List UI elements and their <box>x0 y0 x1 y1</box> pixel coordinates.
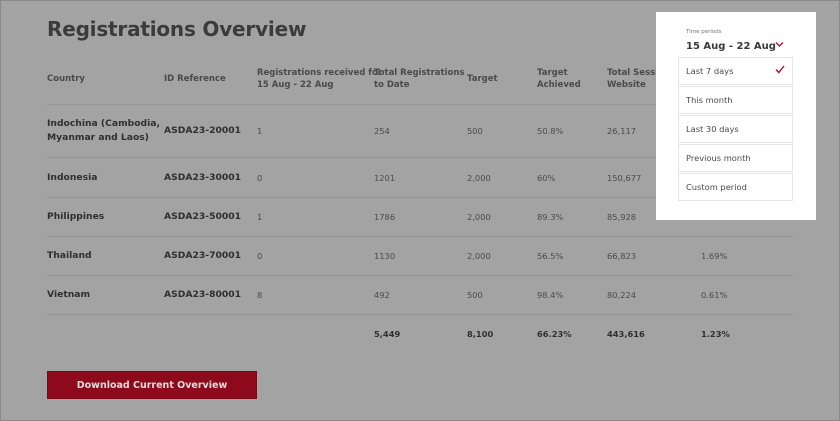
header-total-sessions-line2: Website <box>607 80 646 90</box>
country-line2: Myanmar and Laos) <box>47 132 149 143</box>
cell-total: 492 <box>374 290 390 300</box>
cell-sessions: 150,677 <box>607 173 642 183</box>
header-total-registrations-line1: Total Registrations <box>374 68 465 78</box>
cell-target: 2,000 <box>467 173 491 183</box>
total-rate: 1.23% <box>701 329 730 339</box>
totals-divider <box>47 314 793 315</box>
header-total-registrations: Total Registrations to Date <box>374 67 464 91</box>
cell-target: 500 <box>467 126 483 136</box>
option-label: Last 7 days <box>686 66 734 76</box>
option-this-month[interactable]: This month <box>678 86 793 114</box>
country-line1: Indochina (Cambodia, <box>47 118 160 129</box>
header-country: Country <box>47 74 85 84</box>
cell-target: 2,000 <box>467 251 491 261</box>
cell-achieved: 50.8% <box>537 126 564 136</box>
cell-achieved: 98.4% <box>537 290 564 300</box>
header-total-sessions-line1: Total Sessions to <box>607 68 688 78</box>
option-label: Previous month <box>686 153 751 163</box>
page-title: Registrations Overview <box>47 17 307 41</box>
cell-id-reference: ASDA23-20001 <box>164 125 242 136</box>
chevron-down-icon[interactable] <box>775 41 784 51</box>
option-last-7-days[interactable]: Last 7 days <box>678 57 793 85</box>
header-total-registrations-line2: to Date <box>374 80 410 90</box>
cell-country: Indochina (Cambodia, Myanmar and Laos) <box>47 117 160 145</box>
cell-country: Philippines <box>47 211 105 222</box>
header-registrations-received-line2: 15 Aug - 22 Aug <box>257 80 334 90</box>
cell-received: 1 <box>257 126 263 136</box>
cell-country: Vietnam <box>47 289 91 300</box>
option-label: This month <box>686 95 733 105</box>
total-achieved: 66.23% <box>537 329 572 339</box>
header-target: Target <box>467 74 498 84</box>
time-period-value[interactable]: 15 Aug - 22 Aug <box>686 41 776 52</box>
cell-sessions: 85,928 <box>607 212 637 222</box>
option-label: Custom period <box>686 182 747 192</box>
header-registrations-received: Registrations received for 15 Aug - 22 A… <box>257 67 382 91</box>
cell-country: Thailand <box>47 250 92 261</box>
cell-total: 254 <box>374 126 390 136</box>
cell-id-reference: ASDA23-30001 <box>164 172 242 183</box>
header-target-achieved-line2: Achieved <box>537 80 581 90</box>
cell-sessions: 26,117 <box>607 126 637 136</box>
download-overview-button[interactable]: Download Current Overview <box>47 371 257 399</box>
total-registrations: 5,449 <box>374 329 401 339</box>
header-target-achieved-line1: Target <box>537 68 568 78</box>
cell-achieved: 56.5% <box>537 251 564 261</box>
cell-achieved: 89.3% <box>537 212 564 222</box>
header-id-reference: ID Reference <box>164 74 226 84</box>
cell-target: 2,000 <box>467 212 491 222</box>
cell-total: 1130 <box>374 251 396 261</box>
cell-target: 500 <box>467 290 483 300</box>
cell-achieved: 60% <box>537 173 556 183</box>
cell-sessions: 80,224 <box>607 290 637 300</box>
header-target-achieved: Target Achieved <box>537 67 581 91</box>
time-period-label: Time periods <box>686 29 722 35</box>
cell-rate: 0.61% <box>701 290 728 300</box>
row-divider <box>47 197 793 198</box>
cell-received: 1 <box>257 212 263 222</box>
cell-received: 0 <box>257 251 263 261</box>
total-sessions: 443,616 <box>607 329 645 339</box>
cell-received: 8 <box>257 290 263 300</box>
cell-id-reference: ASDA23-80001 <box>164 289 242 300</box>
checkmark-icon <box>775 65 785 77</box>
cell-sessions: 66,823 <box>607 251 637 261</box>
option-custom-period[interactable]: Custom period <box>678 173 793 201</box>
cell-country: Indonesia <box>47 172 98 183</box>
time-period-dropdown: Time periods 15 Aug - 22 Aug Last 7 days… <box>656 12 816 220</box>
header-total-sessions: Total Sessions to Website <box>607 67 688 91</box>
option-last-30-days[interactable]: Last 30 days <box>678 115 793 143</box>
cell-received: 0 <box>257 173 263 183</box>
option-previous-month[interactable]: Previous month <box>678 144 793 172</box>
total-target: 8,100 <box>467 329 494 339</box>
header-registrations-received-line1: Registrations received for <box>257 68 382 78</box>
cell-id-reference: ASDA23-70001 <box>164 250 242 261</box>
row-divider <box>47 275 793 276</box>
row-divider <box>47 236 793 237</box>
cell-total: 1201 <box>374 173 396 183</box>
cell-total: 1786 <box>374 212 396 222</box>
cell-id-reference: ASDA23-50001 <box>164 211 242 222</box>
header-divider <box>47 104 793 105</box>
option-label: Last 30 days <box>686 124 739 134</box>
cell-rate: 1.69% <box>701 251 728 261</box>
row-divider <box>47 157 793 158</box>
